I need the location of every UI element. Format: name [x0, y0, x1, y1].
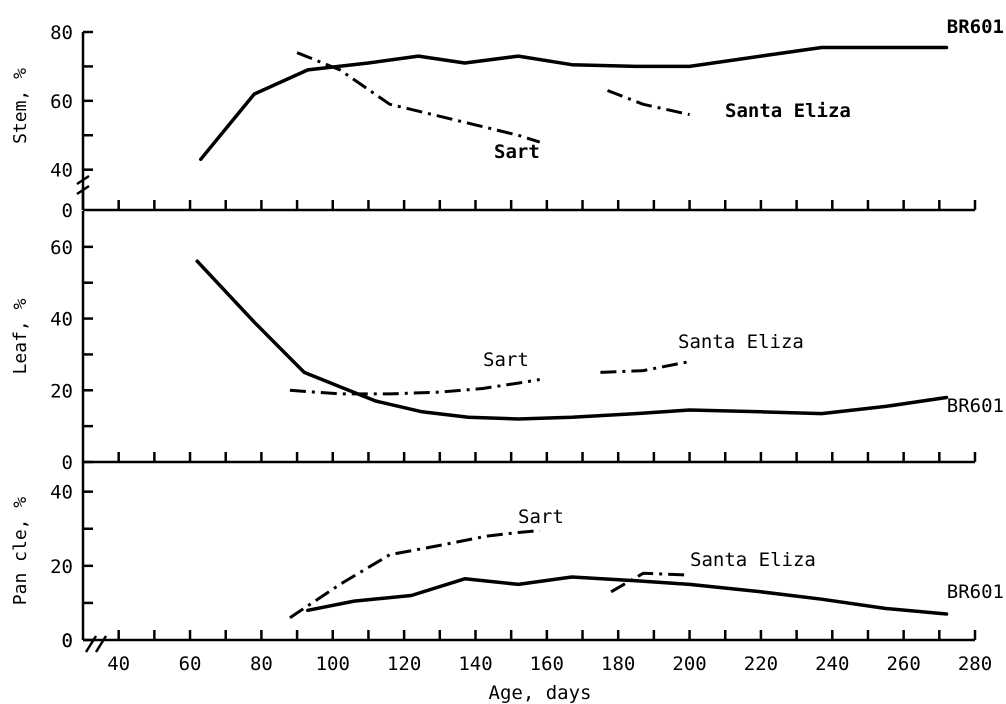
leaf-y-tick-label: 40	[50, 309, 73, 331]
labels-layer: BR601 Sart Santa Eliza BR601 Sart Santa Eliza…	[483, 16, 1004, 603]
panicle-br601-line	[306, 575, 949, 616]
leaf-y-tick-label: 60	[50, 237, 73, 259]
x-tick-label: 240	[815, 653, 849, 675]
stem-santa-eliza-label: Santa Eliza	[725, 100, 851, 122]
leaf-sart-line	[289, 378, 540, 396]
leaf-y-axis-title: Leaf, %	[10, 298, 31, 374]
panicle-y-tick-label: 0	[62, 630, 73, 652]
panicle-y-axis-title: Pan cle, %	[10, 497, 31, 606]
x-tick-label: 260	[886, 653, 920, 675]
x-tick-label: 140	[458, 653, 492, 675]
x-axis-title: Age, days	[489, 682, 592, 704]
stem-sart-line	[296, 51, 541, 144]
x-tick-label: 60	[179, 653, 202, 675]
panicle-sart-label: Sart	[518, 506, 564, 528]
panicle-zero-label: 0	[62, 630, 73, 652]
panicle-santa-eliza-label: Santa Eliza	[690, 549, 816, 571]
panicle-y-tick-label: 20	[50, 556, 73, 578]
x-tick-label: 180	[601, 653, 635, 675]
leaf-sart-label: Sart	[483, 349, 529, 371]
stem-santa-eliza-line	[606, 89, 690, 117]
x-tick-label: 160	[530, 653, 564, 675]
leaf-santa-eliza-line	[600, 360, 690, 374]
x-tick-label: 80	[250, 653, 273, 675]
leaf-y-tick-label: 20	[50, 380, 73, 402]
stem-y-axis-title: Stem, %	[10, 68, 31, 144]
x-tick-label: 200	[672, 653, 706, 675]
leaf-y-tick-label: 0	[62, 452, 73, 474]
stem-br601-label: BR601	[947, 16, 1004, 38]
x-tick-label: 120	[387, 653, 421, 675]
x-tick-label: 40	[107, 653, 130, 675]
panicle-y-tick-label: 40	[50, 482, 73, 504]
axes-layer: 40 60 80 Stem, % 0 0 20 40 60 Leaf, % 0 20 40 Pan cle…	[10, 22, 992, 675]
stem-y-tick-label: 40	[50, 160, 73, 182]
x-tick-label: 280	[958, 653, 992, 675]
stem-sart-label: Sart	[494, 141, 540, 163]
x-axis-break	[84, 635, 108, 653]
stem-baseline-label: 0	[62, 200, 73, 222]
panicle-br601-label: BR601	[947, 581, 1004, 603]
x-tick-label: 100	[316, 653, 350, 675]
lines-layer	[195, 45, 949, 620]
x-tick-label: 220	[744, 653, 778, 675]
leaf-br601-line	[195, 259, 949, 421]
stem-br601-line	[198, 45, 949, 162]
leaf-santa-eliza-label: Santa Eliza	[678, 331, 804, 353]
stem-y-tick-label: 80	[50, 22, 73, 44]
leaf-br601-label: BR601	[947, 395, 1004, 417]
panicle-santa-eliza-line	[610, 571, 690, 594]
stem-y-tick-label: 60	[50, 91, 73, 113]
panicle-sart-line	[289, 529, 540, 620]
